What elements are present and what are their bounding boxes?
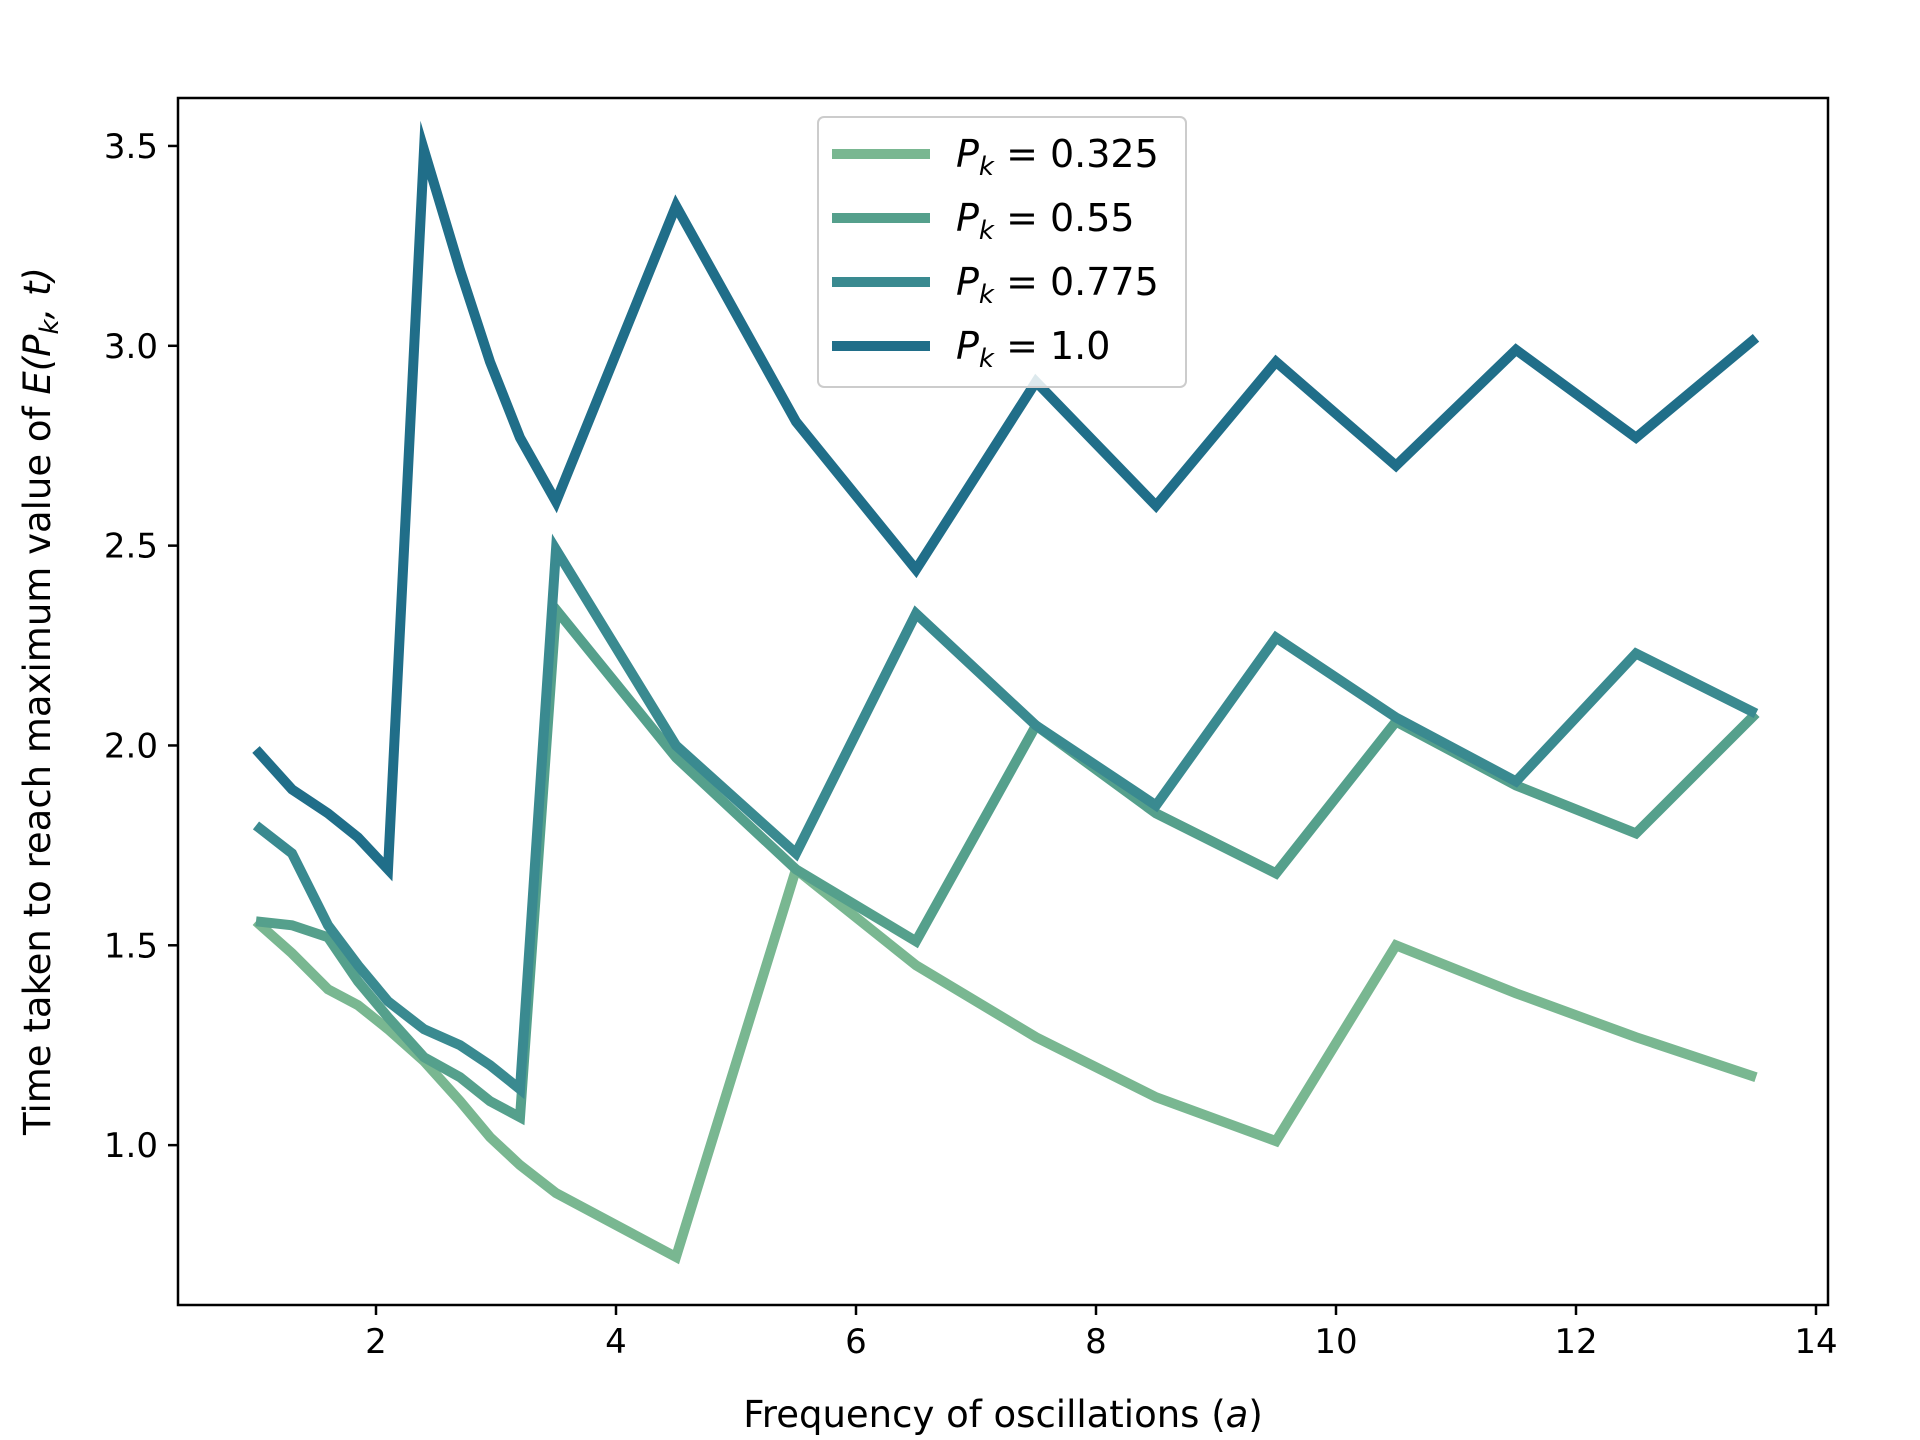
legend: Pk = 0.325 Pk = 0.55 Pk = 0.775 Pk = 1.0 bbox=[817, 116, 1187, 388]
plot-frame bbox=[176, 96, 1830, 1307]
series-line-1 bbox=[252, 860, 1758, 1265]
x-tick-label: 14 bbox=[1794, 1322, 1837, 1362]
x-tick-label: 2 bbox=[365, 1322, 387, 1362]
y-tick-label: 3.0 bbox=[104, 327, 158, 367]
x-tick-label: 12 bbox=[1554, 1322, 1597, 1362]
y-tick-label: 3.5 bbox=[104, 127, 158, 167]
x-axis: 2 4 6 8 10 12 14 bbox=[365, 1305, 1838, 1362]
y-tick-label: 1.0 bbox=[104, 1126, 158, 1166]
y-tick-label: 1.5 bbox=[104, 926, 158, 966]
series-line-4 bbox=[252, 120, 1760, 882]
x-axis-label: Frequency of oscillations (a) bbox=[743, 1393, 1263, 1436]
series-line-2 bbox=[255, 596, 1760, 1126]
legend-label-1: Pk = 0.325 bbox=[956, 132, 1159, 182]
x-tick-label: 6 bbox=[845, 1322, 867, 1362]
y-tick-label: 2.5 bbox=[104, 527, 158, 567]
legend-label-2: Pk = 0.55 bbox=[956, 196, 1135, 246]
x-tick-label: 8 bbox=[1085, 1322, 1107, 1362]
y-axis-label: Time taken to reach maximum value of E(P… bbox=[16, 267, 65, 1136]
y-tick-label: 2.0 bbox=[104, 726, 158, 766]
legend-label-4: Pk = 1.0 bbox=[956, 324, 1110, 374]
series-layer bbox=[252, 120, 1760, 1265]
x-tick-label: 10 bbox=[1314, 1322, 1357, 1362]
legend-box bbox=[817, 116, 1187, 388]
legend-label-3: Pk = 0.775 bbox=[956, 260, 1159, 310]
x-tick-label: 4 bbox=[605, 1322, 627, 1362]
y-axis: 1.0 1.5 2.0 2.5 3.0 3.5 bbox=[104, 127, 178, 1166]
series-line-3 bbox=[252, 533, 1759, 1100]
